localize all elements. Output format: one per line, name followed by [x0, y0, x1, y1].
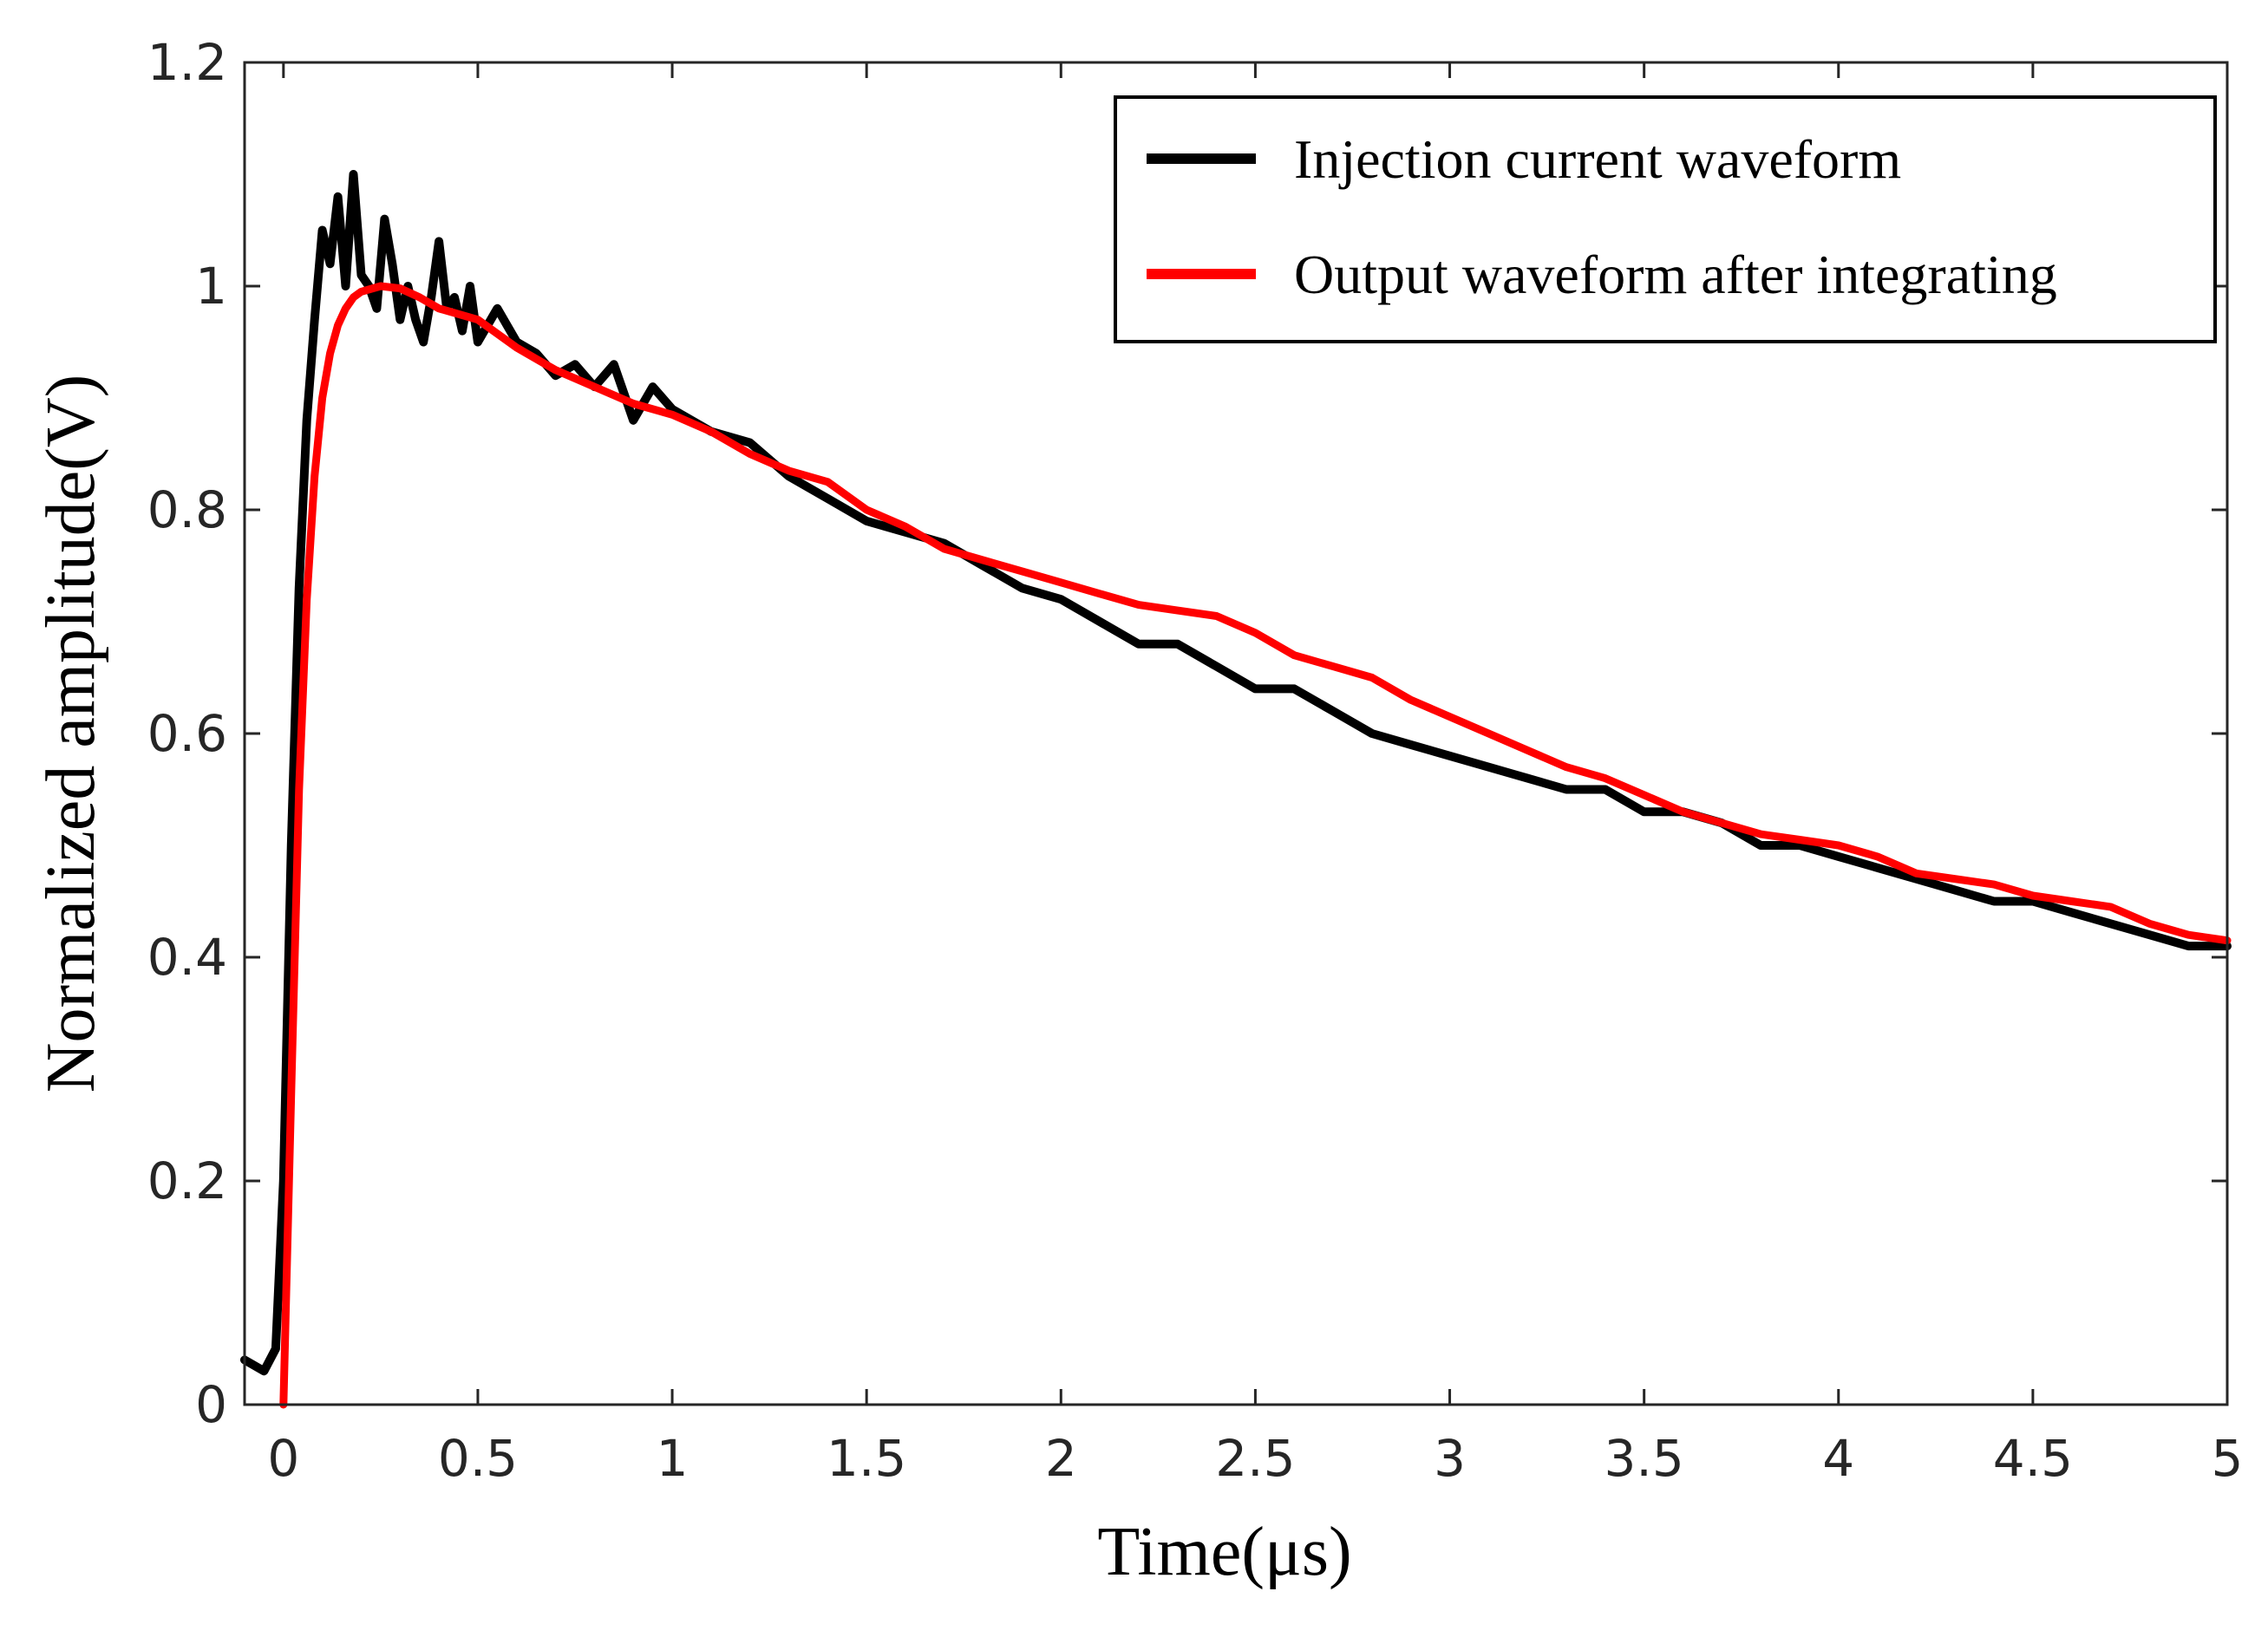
- y-tick-label: 0.4: [147, 928, 227, 987]
- x-tick-label: 4: [1822, 1429, 1854, 1488]
- x-tick-label: 0: [267, 1429, 299, 1488]
- tick-labels-layer: 0 0.5 1 1.5 2 2.5 3 3.5 4 4.5 5 0 0.2 0.4 0.6 0.8 1 1.2: [147, 33, 2244, 1488]
- y-axis-title: Normalized amplitude(V): [33, 375, 109, 1093]
- y-tick-label: 0: [195, 1375, 227, 1434]
- y-tick-label: 0.6: [147, 704, 227, 763]
- x-axis-title: Time(μs): [1097, 1514, 1351, 1590]
- x-tick-label: 2: [1045, 1429, 1077, 1488]
- x-tick-label: 1: [657, 1429, 689, 1488]
- legend-label-output: Output waveform after integrating: [1294, 244, 2057, 305]
- x-tick-label: 3.5: [1605, 1429, 1684, 1488]
- series-line-output-integrated: [279, 282, 2232, 1409]
- x-tick-label: 0.5: [438, 1429, 518, 1488]
- legend: Injection current waveform Output wavefo…: [1114, 95, 2217, 343]
- y-tick-label: 1.2: [147, 33, 227, 92]
- plot-frame: [243, 61, 2229, 1406]
- legend-label-injection: Injection current waveform: [1294, 128, 1901, 190]
- y-tick-label: 0.2: [147, 1151, 227, 1210]
- x-tick-label: 2.5: [1215, 1429, 1295, 1488]
- x-tick-label: 3: [1434, 1429, 1466, 1488]
- y-tick-label: 1: [195, 257, 227, 316]
- series-layer: [240, 170, 2232, 1409]
- legend-box: [1114, 95, 2217, 343]
- y-tick-label: 0.8: [147, 480, 227, 539]
- x-tick-label: 1.5: [827, 1429, 906, 1488]
- x-tick-label: 5: [2212, 1429, 2244, 1488]
- x-tick-label: 4.5: [1993, 1429, 2073, 1488]
